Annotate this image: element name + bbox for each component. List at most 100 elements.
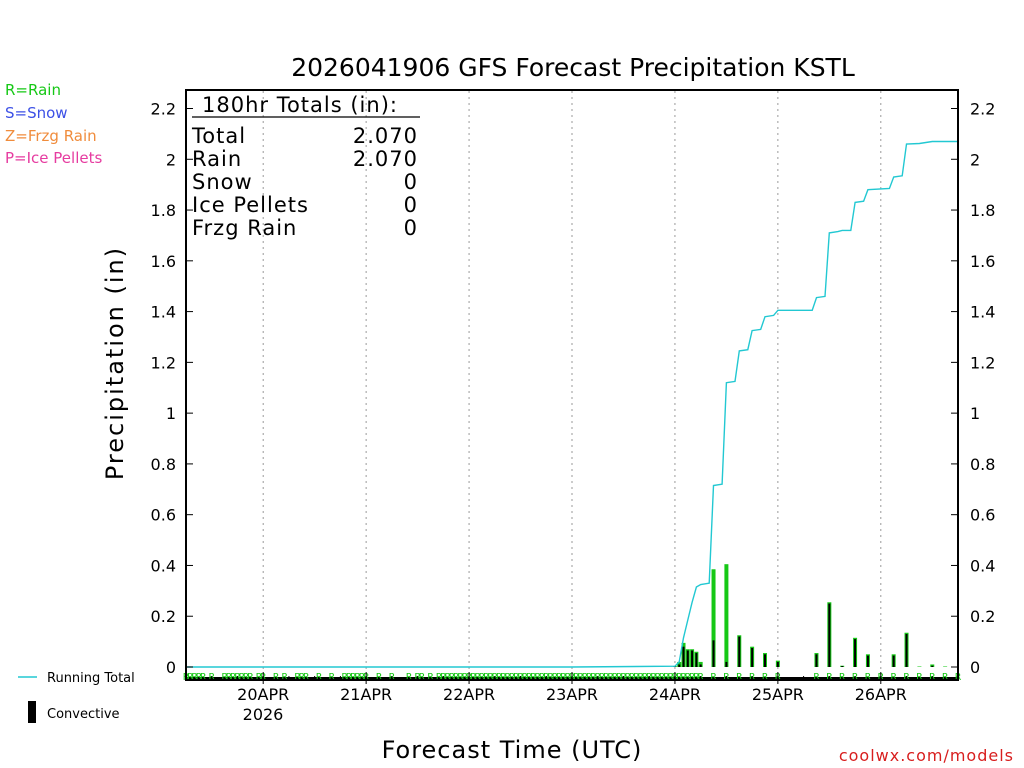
rain-type-marker: R xyxy=(530,672,537,683)
rain-type-marker: R xyxy=(586,672,593,683)
convective-swatch xyxy=(28,701,36,723)
rain-type-marker: R xyxy=(582,672,589,683)
y-tick-label-left: 0.8 xyxy=(151,455,176,474)
convective-bar-6 xyxy=(699,664,702,667)
rain-type-marker: R xyxy=(685,672,692,683)
legend-convective: Convective xyxy=(47,707,120,722)
rain-type-marker: R xyxy=(449,672,456,683)
rain-type-marker: R xyxy=(359,672,366,683)
rain-type-marker: R xyxy=(655,672,662,683)
rain-type-marker: R xyxy=(526,672,533,683)
rain-type-marker: R xyxy=(427,672,434,683)
rain-bar-7 xyxy=(711,569,716,667)
convective-bar-17 xyxy=(866,655,869,667)
rain-type-marker: R xyxy=(556,672,563,683)
y-tick-label-left: 1 xyxy=(166,404,176,423)
rain-type-marker: R xyxy=(419,672,426,683)
rain-type-marker: R xyxy=(316,672,323,683)
rain-type-marker: R xyxy=(192,672,199,683)
rain-type-marker: R xyxy=(565,672,572,683)
x-tick-label-23apr: 23APR xyxy=(546,685,598,704)
y-tick-label-right: 2.2 xyxy=(970,100,995,119)
y-tick-label-left: 0 xyxy=(166,658,176,677)
legend-snow: S=Snow xyxy=(5,104,68,122)
y-tick-label-left: 0.4 xyxy=(151,556,176,575)
rain-type-marker: R xyxy=(680,672,687,683)
rain-type-marker: R xyxy=(612,672,619,683)
rain-type-marker: R xyxy=(616,672,623,683)
rain-type-marker: R xyxy=(535,672,542,683)
y-tick-label-right: 0.4 xyxy=(970,556,995,575)
rain-type-marker: R xyxy=(470,672,477,683)
rain-type-marker: R xyxy=(736,672,743,683)
rain-type-marker: R xyxy=(406,672,413,683)
rain-type-marker: R xyxy=(350,672,357,683)
rain-type-marker: R xyxy=(487,672,494,683)
rain-type-marker: R xyxy=(599,672,606,683)
y-tick-label-right: 2 xyxy=(970,150,980,169)
rain-type-marker: R xyxy=(200,672,207,683)
y-tick-label-left: 1.6 xyxy=(151,252,176,271)
rain-type-marker: R xyxy=(891,672,898,683)
totals-value-ice-pellets: 0 xyxy=(404,193,418,217)
year-label: 2026 xyxy=(243,705,284,724)
convective-bar-13 xyxy=(815,654,818,667)
rain-type-marker: R xyxy=(668,672,675,683)
y-tick-label-right: 0.2 xyxy=(970,607,995,626)
convective-bar-10 xyxy=(751,647,754,667)
rain-type-marker: R xyxy=(629,672,636,683)
rain-type-marker: R xyxy=(625,672,632,683)
rain-type-marker: R xyxy=(689,672,696,683)
rain-type-marker: R xyxy=(578,672,585,683)
rain-type-marker: R xyxy=(299,672,306,683)
rain-type-marker: R xyxy=(355,672,362,683)
y-tick-label-right: 1.2 xyxy=(970,353,995,372)
rain-type-marker: R xyxy=(942,672,949,683)
y-tick-label-right: 1.6 xyxy=(970,252,995,271)
rain-type-marker: R xyxy=(865,672,872,683)
convective-bar-14 xyxy=(828,603,831,667)
convective-bar-21 xyxy=(931,665,934,667)
y-tick-label-right: 0 xyxy=(970,658,980,677)
convective-bar-12 xyxy=(776,661,779,667)
rain-type-marker: R xyxy=(638,672,645,683)
rain-type-marker: R xyxy=(522,672,529,683)
legend-ice-pellets: P=Ice Pellets xyxy=(5,149,102,167)
x-tick-label-20apr: 20APR xyxy=(237,685,289,704)
rain-type-marker: R xyxy=(462,672,469,683)
rain-type-marker: R xyxy=(273,672,280,683)
rain-type-marker: R xyxy=(243,672,250,683)
y-tick-label-left: 2 xyxy=(166,150,176,169)
rain-type-marker: R xyxy=(608,672,615,683)
convective-bar-4 xyxy=(691,650,694,667)
rain-type-marker: R xyxy=(247,672,254,683)
x-tick-label-25apr: 25APR xyxy=(752,685,804,704)
convective-bar-7 xyxy=(712,640,715,667)
rain-bar-22 xyxy=(943,666,948,667)
totals-label-frzg-rain: Frzg Rain xyxy=(192,216,297,240)
x-axis-title: Forecast Time (UTC) xyxy=(382,736,643,764)
rain-type-marker: R xyxy=(303,672,310,683)
y-axis-right: 0 0.2 0.4 0.6 0.8 1 1.2 1.4 1.6 1.8 2 2.2 xyxy=(951,100,995,677)
rain-type-marker: R xyxy=(711,672,718,683)
x-tick-label-22apr: 22APR xyxy=(443,685,495,704)
rain-type-marker: R xyxy=(509,672,516,683)
legend-running-total: Running Total xyxy=(47,671,135,686)
rain-type-marker: R xyxy=(282,672,289,683)
rain-type-marker: R xyxy=(659,672,666,683)
y-tick-label-left: 1.2 xyxy=(151,353,176,372)
rain-type-marker: R xyxy=(505,672,512,683)
y-tick-label-left: 0.2 xyxy=(151,607,176,626)
legend-rain: R=Rain xyxy=(5,81,61,99)
totals-label-rain: Rain xyxy=(192,147,242,171)
totals-label-total: Total xyxy=(191,124,246,148)
convective-bar-18 xyxy=(892,655,895,667)
totals-box: 180hr Totals (in): Total 2.070 Rain 2.07… xyxy=(191,93,420,240)
convective-bar-3 xyxy=(686,650,689,667)
convective-bar-9 xyxy=(738,636,741,667)
rain-type-marker: R xyxy=(226,672,233,683)
rain-type-marker: R xyxy=(693,672,700,683)
rain-type-marker: R xyxy=(376,672,383,683)
rain-type-marker: R xyxy=(500,672,507,683)
rain-type-marker: R xyxy=(676,672,683,683)
